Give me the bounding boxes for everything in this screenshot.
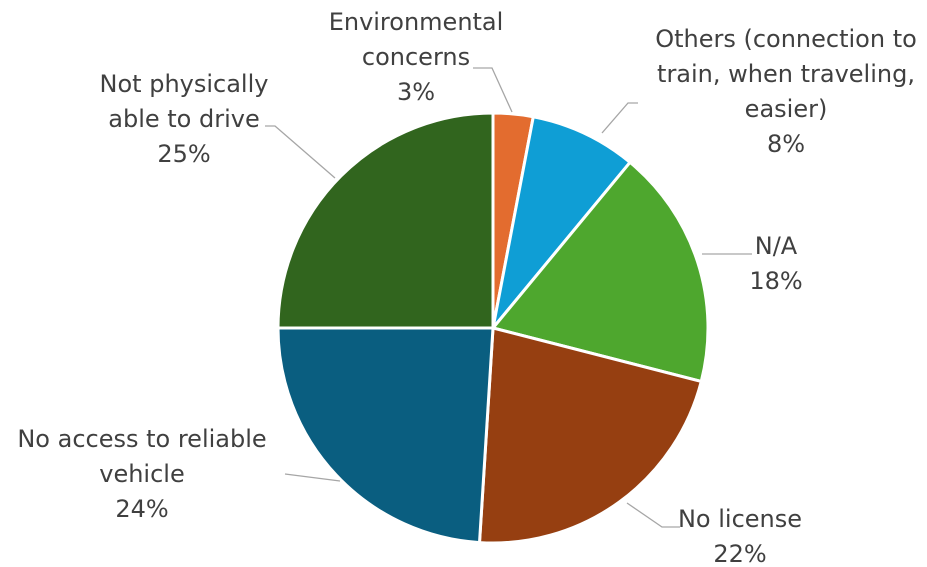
slice-percent-3: 22% [713,540,766,567]
slice-label-line-1-2: easier) [745,95,828,123]
slice-label-line-0-0: Environmental [329,8,504,36]
pie-slice-4 [276,326,495,545]
slice-percent-2: 18% [749,267,802,295]
slice-label-line-5-1: able to drive [108,105,259,133]
leader-line-0 [473,67,513,113]
slice-label-4: No access to reliable vehicle 24% [17,425,266,523]
slice-percent-0: 3% [397,78,435,106]
slice-label-line-1-0: Others (connection to [655,25,917,53]
pie-slice-1 [491,115,632,330]
slice-percent-1: 8% [767,130,805,158]
slice-label-2: N/A 18% [749,232,802,295]
leader-lines [265,67,752,528]
slice-label-line-5-0: Not physically [100,70,269,98]
leader-line-3 [626,502,680,528]
slice-label-line-2-0: N/A [755,232,798,260]
leader-line-4 [284,473,341,482]
slice-label-line-4-1: vehicle [99,460,184,488]
slice-label-3: No license 22% [678,505,802,567]
slice-label-line-0-1: concerns [362,43,470,71]
leader-line-1 [601,102,638,134]
pie-slices [276,111,710,545]
slice-label-1: Others (connection to train, when traveli… [655,25,917,158]
pie-slice-2 [491,160,710,383]
slice-labels: Environmental concerns 3% Others (connectio… [17,8,916,567]
slice-label-5: Not physically able to drive 25% [100,70,269,168]
pie-slice-3 [478,326,703,545]
slice-label-line-1-1: train, when traveling, [657,60,915,88]
slice-label-line-4-0: No access to reliable [17,425,266,453]
slice-percent-4: 24% [115,495,168,523]
leader-line-5 [265,125,336,179]
slice-percent-5: 25% [157,140,210,168]
slice-label-line-3-0: No license [678,505,802,533]
slice-label-0: Environmental concerns 3% [329,8,504,106]
pie-slice-5 [276,111,495,330]
